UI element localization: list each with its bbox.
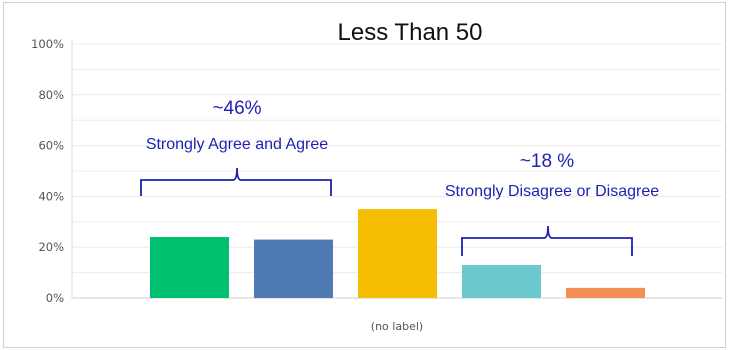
bar-1: [150, 237, 229, 298]
annotation-right-bracket: [461, 225, 633, 256]
annotation-right-text: Strongly Disagree or Disagree: [445, 183, 659, 200]
y-tick-label: 60%: [38, 139, 64, 153]
chart-title: Less Than 50: [338, 19, 483, 46]
annotation-left-text: Strongly Agree and Agree: [146, 136, 328, 153]
bar-5: [566, 287, 645, 298]
y-tick-labels: 0% 20% 40% 60% 80% 100%: [31, 37, 64, 305]
bar-4: [462, 264, 541, 298]
y-tick-label: 0%: [46, 291, 64, 305]
y-tick-label: 100%: [31, 37, 64, 51]
gridlines: [72, 43, 722, 274]
chart-frame: [3, 2, 726, 348]
annotation-right-value: ~18 %: [520, 151, 575, 172]
y-tick-label: 80%: [38, 88, 64, 102]
y-tick-label: 40%: [38, 189, 64, 203]
bar-2: [254, 239, 333, 298]
bar-3: [358, 209, 437, 298]
bars: [150, 209, 645, 298]
x-tick-label: (no label): [371, 320, 423, 333]
annotation-left-bracket: [140, 167, 332, 196]
y-tick-label: 20%: [38, 240, 64, 254]
annotation-left-value: ~46%: [212, 98, 261, 119]
